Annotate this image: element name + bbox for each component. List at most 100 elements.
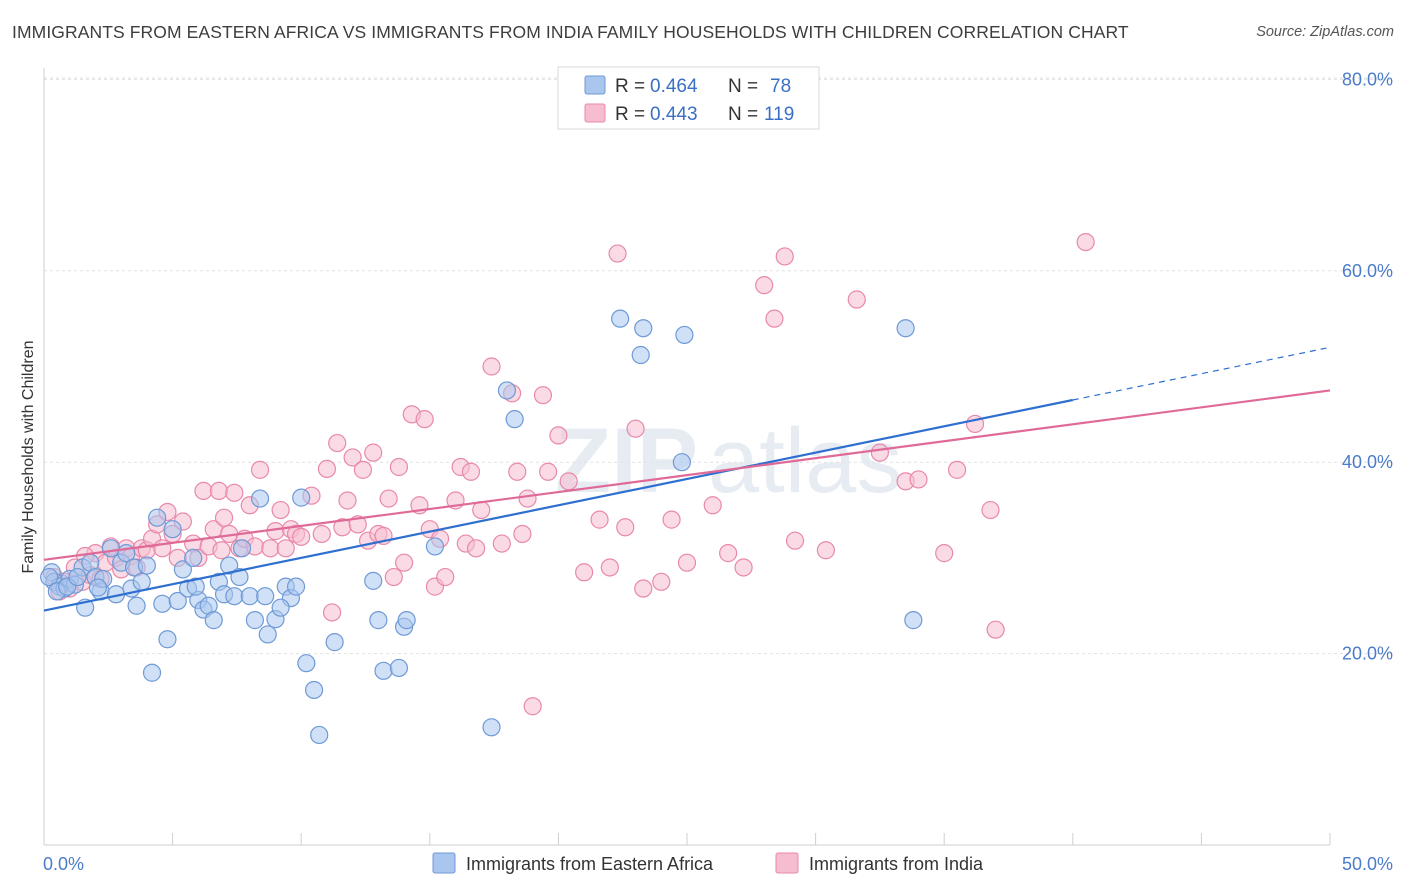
data-point-india [652, 572, 671, 591]
y-tick-labels: 20.0% 40.0% 60.0% 80.0% [1342, 69, 1393, 663]
data-point-eastern-africa [497, 381, 517, 400]
data-point-india [816, 541, 835, 560]
data-point-eastern-africa [286, 577, 306, 596]
data-point-india [775, 247, 794, 266]
data-point-india [870, 443, 890, 462]
data-point-eastern-africa [184, 548, 203, 568]
legend-n-value-1: 78 [770, 76, 791, 97]
data-point-eastern-africa [142, 663, 162, 682]
data-point-india [634, 579, 653, 598]
data-point-eastern-africa [675, 325, 694, 345]
data-point-eastern-africa [230, 567, 249, 587]
data-point-india [338, 491, 357, 510]
data-point-india [194, 481, 213, 501]
data-point-india [662, 510, 681, 529]
legend-r-label-2: R = [615, 104, 645, 125]
data-point-india [348, 515, 367, 534]
data-point-eastern-africa [163, 520, 182, 539]
data-point-eastern-africa [256, 587, 275, 606]
data-point-india [703, 496, 722, 515]
data-point-eastern-africa [374, 661, 393, 680]
data-point-eastern-africa [168, 591, 187, 611]
x-tick-label-max: 50.0% [1342, 854, 1393, 874]
data-point-india [317, 459, 337, 478]
data-point-eastern-africa [904, 611, 923, 630]
data-point-india [276, 539, 295, 558]
data-point-india [785, 531, 805, 550]
data-point-india [508, 462, 527, 481]
data-point-eastern-africa [220, 556, 239, 575]
data-point-india [986, 620, 1005, 639]
data-point-eastern-africa [88, 578, 108, 597]
data-point-india [461, 462, 481, 481]
data-point-india [353, 460, 373, 479]
data-point-eastern-africa [310, 725, 329, 745]
data-point-eastern-africa [325, 633, 344, 652]
data-point-india [328, 433, 347, 453]
data-point-eastern-africa [225, 587, 244, 606]
data-point-eastern-africa [153, 594, 172, 613]
data-point-eastern-africa [232, 539, 252, 558]
data-point-eastern-africa [68, 567, 87, 587]
data-point-india [322, 603, 342, 622]
legend-n-value-2: 119 [764, 104, 794, 125]
y-tick-label: 40.0% [1342, 452, 1393, 472]
data-point-india [261, 539, 280, 558]
y-tick-label: 60.0% [1342, 261, 1393, 281]
data-point-india [225, 483, 244, 502]
data-point-india [513, 524, 532, 544]
data-point-eastern-africa [240, 587, 259, 606]
data-point-india [379, 489, 398, 508]
legend-r-value-2: 0.443 [650, 104, 698, 125]
data-point-india [549, 426, 568, 445]
data-point-eastern-africa [634, 319, 653, 338]
data-point-eastern-africa [369, 611, 388, 630]
data-point-eastern-africa [204, 611, 223, 630]
watermark: ZIP atlas [555, 410, 902, 512]
data-point-india [312, 524, 331, 544]
data-point-india [947, 460, 967, 479]
data-point-india [214, 508, 234, 527]
data-point-eastern-africa [127, 596, 146, 615]
data-point-eastern-africa [271, 598, 290, 617]
data-point-india [384, 567, 403, 587]
data-point-eastern-africa [631, 345, 650, 365]
data-point-india [590, 510, 609, 529]
axes [43, 68, 1331, 846]
y-tick-label: 80.0% [1342, 69, 1393, 89]
data-point-india [343, 448, 362, 467]
data-point-india [677, 553, 697, 572]
data-point-eastern-africa [148, 508, 167, 527]
watermark-atlas: atlas [708, 410, 902, 512]
data-point-india [250, 460, 270, 479]
series-eastern-africa-points [40, 309, 923, 745]
y-axis-label: Family Households with Children [20, 341, 37, 574]
bottom-legend-swatch-blue [432, 852, 456, 874]
data-point-india [539, 462, 558, 481]
chart-title: IMMIGRANTS FROM EASTERN AFRICA VS IMMIGR… [12, 22, 1129, 42]
data-point-india [734, 558, 753, 577]
data-point-india [212, 541, 231, 560]
data-point-eastern-africa [250, 489, 270, 508]
data-point-india [518, 489, 537, 508]
y-tick-label: 20.0% [1342, 644, 1393, 664]
series-india-points [45, 232, 1095, 716]
data-point-india [765, 309, 784, 328]
data-point-india [209, 481, 228, 501]
data-point-india [600, 558, 619, 577]
data-point-india [755, 276, 774, 295]
data-point-eastern-africa [505, 410, 524, 429]
data-point-eastern-africa [101, 539, 120, 558]
data-point-india [575, 563, 594, 582]
data-point-india [616, 518, 635, 537]
data-point-india [492, 534, 511, 553]
data-point-india [389, 457, 409, 477]
data-point-eastern-africa [132, 572, 151, 591]
data-point-india [415, 410, 434, 429]
data-point-india [626, 419, 645, 438]
data-point-eastern-africa [425, 537, 445, 556]
data-point-eastern-africa [292, 488, 311, 507]
source-label: Source: ZipAtlas.com [1256, 24, 1394, 40]
data-point-india [608, 244, 627, 263]
data-point-eastern-africa [297, 654, 316, 673]
